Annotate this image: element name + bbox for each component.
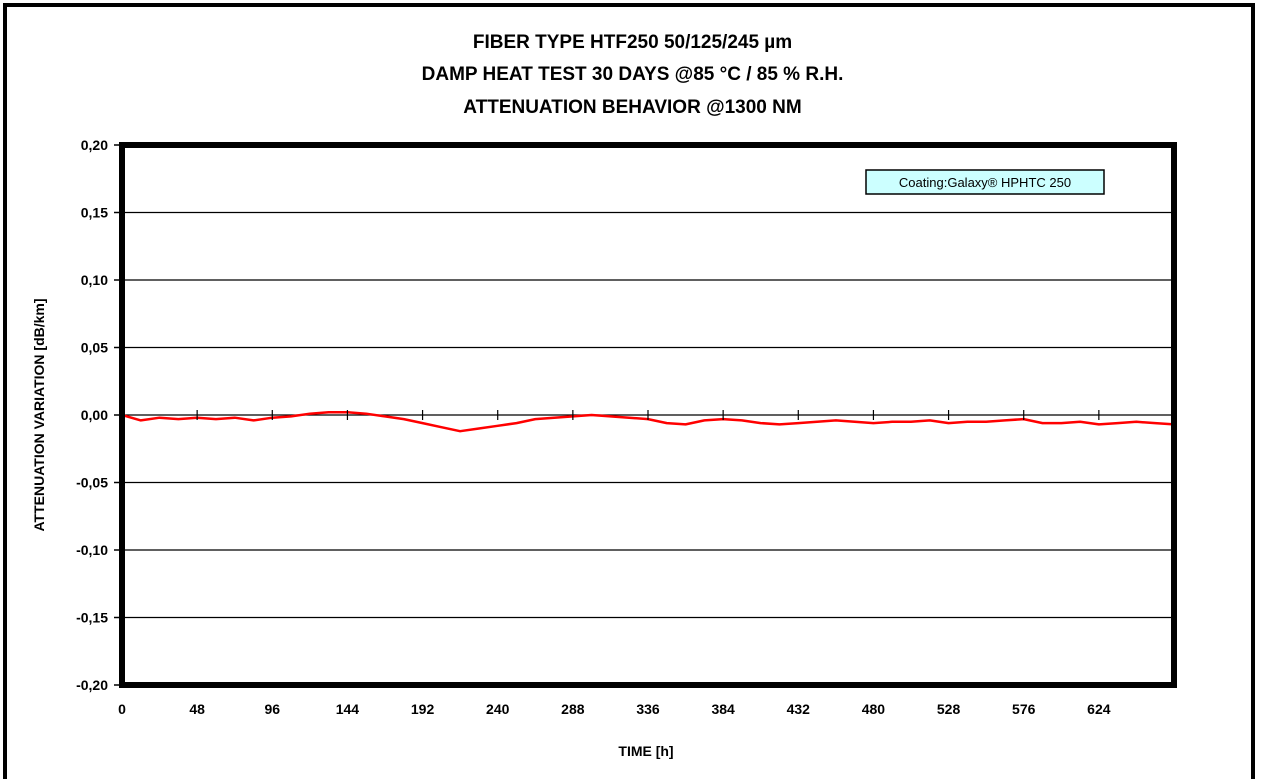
y-tick-label: 0,10 bbox=[81, 272, 108, 288]
chart-frame bbox=[3, 3, 1255, 779]
x-tick-label: 48 bbox=[189, 701, 205, 717]
annotation-text: Coating:Galaxy® HPHTC 250 bbox=[899, 175, 1071, 190]
annotation-box: Coating:Galaxy® HPHTC 250 bbox=[865, 169, 1105, 195]
x-tick-label: 240 bbox=[486, 701, 510, 717]
y-tick-label: -0,10 bbox=[76, 542, 108, 558]
x-tick-label: 432 bbox=[787, 701, 811, 717]
x-tick-label: 624 bbox=[1087, 701, 1111, 717]
y-tick-label: 0,05 bbox=[81, 340, 108, 356]
y-axis-ticks: 0,20 0,15 0,10 0,05 0,00 -0,05 -0,10 -0,15 -0,20 bbox=[76, 137, 122, 693]
annotation-box-bg bbox=[865, 169, 1105, 195]
x-tick-label: 576 bbox=[1012, 701, 1036, 717]
x-tick-label: 528 bbox=[937, 701, 961, 717]
y-tick-label: -0,15 bbox=[76, 610, 108, 626]
y-tick-label: 0,00 bbox=[81, 407, 108, 423]
chart-title: FIBER TYPE HTF250 50/125/245 µm bbox=[472, 32, 793, 53]
x-axis-label: TIME [h] bbox=[618, 743, 673, 759]
x-axis-ticks: 0 48 96 144 192 240 288 336 384 432 480 528 576 624 bbox=[118, 410, 1111, 717]
x-tick-label: 192 bbox=[411, 701, 435, 717]
chart-subtitle-2: ATTENUATION BEHAVIOR @1300 NM bbox=[463, 97, 802, 118]
y-axis-label: ATTENUATION VARIATION [dB/km] bbox=[31, 298, 47, 531]
y-tick-label: -0,05 bbox=[76, 475, 108, 491]
x-tick-label: 96 bbox=[264, 701, 280, 717]
x-tick-label: 144 bbox=[336, 701, 360, 717]
x-tick-label: 0 bbox=[118, 701, 126, 717]
x-tick-label: 336 bbox=[636, 701, 660, 717]
y-tick-label: 0,20 bbox=[81, 137, 108, 153]
x-tick-label: 288 bbox=[561, 701, 585, 717]
y-tick-label: -0,20 bbox=[76, 677, 108, 693]
x-tick-label: 480 bbox=[862, 701, 886, 717]
chart-subtitle-1: DAMP HEAT TEST 30 DAYS @85 °C / 85 % R.H… bbox=[421, 64, 844, 85]
x-tick-label: 384 bbox=[711, 701, 735, 717]
y-tick-label: 0,15 bbox=[81, 205, 108, 221]
